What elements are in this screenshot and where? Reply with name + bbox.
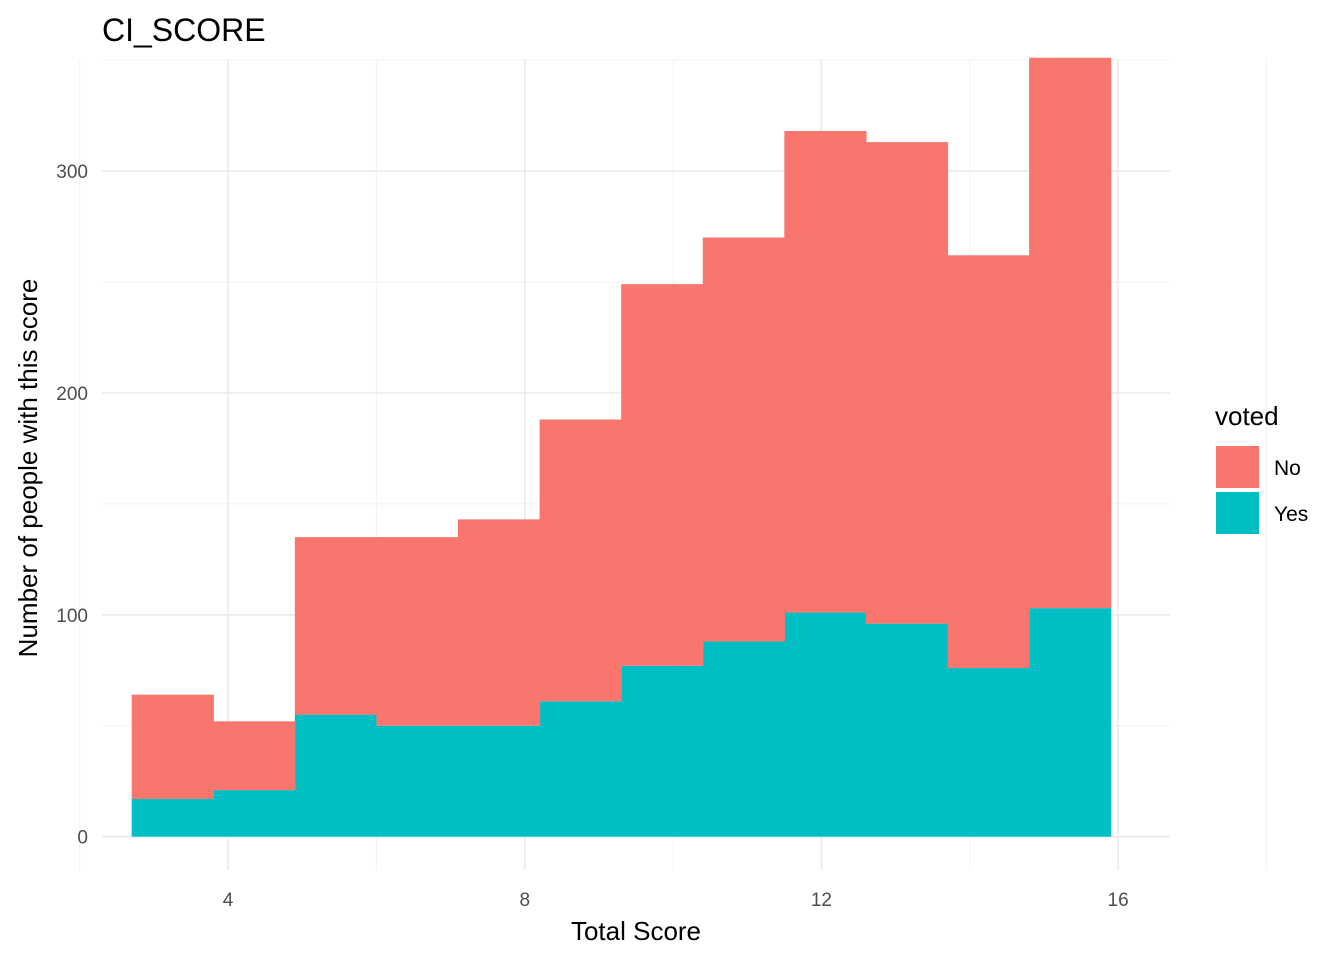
bar-yes bbox=[131, 798, 214, 837]
legend-swatch-yes bbox=[1216, 492, 1259, 534]
bar-yes bbox=[702, 641, 785, 837]
bar-yes bbox=[784, 612, 867, 837]
bar-no bbox=[131, 694, 214, 799]
x-axis-title: Total Score bbox=[571, 916, 701, 946]
y-tick-label: 100 bbox=[56, 606, 88, 627]
x-tick-label: 4 bbox=[223, 890, 234, 911]
bar-no bbox=[784, 131, 867, 613]
legend-label-no: No bbox=[1274, 457, 1301, 480]
bar-no bbox=[947, 255, 1030, 669]
y-axis-title: Number of people with this score bbox=[13, 279, 43, 658]
legend: voted No Yes bbox=[1215, 401, 1308, 534]
bar-yes bbox=[1029, 608, 1112, 837]
y-tick-label: 300 bbox=[56, 162, 88, 183]
bar-yes bbox=[294, 714, 378, 837]
bar-no bbox=[621, 284, 704, 666]
y-axis-ticks: 0 100 200 300 bbox=[56, 162, 88, 849]
bar-yes bbox=[213, 790, 296, 837]
x-axis-ticks: 4 8 12 16 bbox=[223, 890, 1129, 911]
bar-no bbox=[458, 519, 541, 726]
bar-yes bbox=[376, 725, 459, 837]
bar-no bbox=[865, 142, 949, 624]
bar-yes bbox=[539, 701, 622, 837]
bar-no bbox=[376, 537, 459, 726]
bar-yes bbox=[947, 668, 1030, 837]
bar-no bbox=[1029, 57, 1112, 609]
bar-no bbox=[702, 237, 785, 642]
legend-title: voted bbox=[1215, 401, 1279, 431]
y-tick-label: 200 bbox=[56, 384, 88, 405]
x-tick-label: 8 bbox=[519, 890, 530, 911]
chart-title: CI_SCORE bbox=[102, 12, 266, 48]
histogram-bars bbox=[131, 57, 1112, 837]
legend-label-yes: Yes bbox=[1274, 503, 1308, 526]
legend-swatch-no bbox=[1216, 446, 1259, 488]
y-tick-label: 0 bbox=[77, 828, 88, 849]
x-tick-label: 12 bbox=[811, 890, 832, 911]
bar-no bbox=[539, 419, 622, 702]
bar-yes bbox=[865, 623, 949, 837]
bar-yes bbox=[458, 725, 541, 837]
bar-no bbox=[294, 537, 378, 715]
bar-yes bbox=[621, 665, 704, 837]
bar-no bbox=[213, 721, 296, 791]
x-tick-label: 16 bbox=[1108, 890, 1129, 911]
